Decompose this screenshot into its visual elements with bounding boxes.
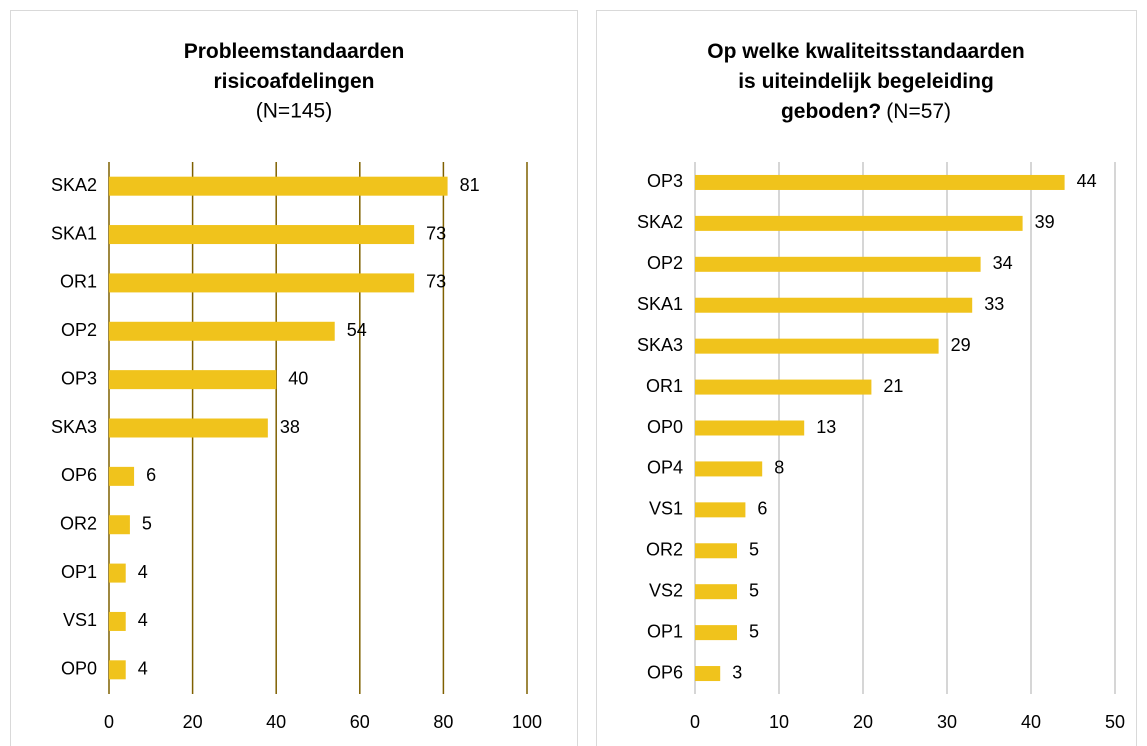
y-tick-label: VS1	[63, 610, 97, 630]
value-label: 38	[280, 417, 300, 437]
value-label: 21	[883, 376, 903, 396]
y-tick-label: VS2	[649, 580, 683, 600]
value-label: 73	[426, 272, 446, 292]
value-label: 5	[749, 621, 759, 641]
value-label: 54	[347, 320, 367, 340]
x-tick-label: 40	[1021, 712, 1041, 732]
value-label: 4	[138, 659, 148, 679]
value-label: 39	[1035, 212, 1055, 232]
y-tick-label: OP0	[647, 417, 683, 437]
x-tick-label: 50	[1105, 712, 1125, 732]
y-tick-label: OP2	[647, 253, 683, 273]
y-tick-label: SKA1	[637, 294, 683, 314]
x-tick-label: 20	[183, 712, 203, 732]
y-tick-label: VS1	[649, 499, 683, 519]
y-tick-label: OP2	[61, 320, 97, 340]
x-tick-label: 0	[104, 712, 114, 732]
bar	[109, 418, 268, 438]
value-label: 34	[993, 253, 1013, 273]
bar	[109, 273, 415, 293]
bar	[695, 502, 746, 518]
y-tick-label: SKA3	[51, 417, 97, 437]
x-tick-label: 0	[690, 712, 700, 732]
value-label: 5	[749, 580, 759, 600]
chart-title: is uiteindelijk begeleiding	[738, 70, 994, 93]
bar	[695, 338, 939, 354]
bar	[109, 611, 126, 631]
y-tick-label: OR1	[60, 272, 97, 292]
value-label: 6	[757, 499, 767, 519]
value-label: 8	[774, 458, 784, 478]
y-tick-label: OP1	[647, 621, 683, 641]
y-tick-label: OR2	[60, 513, 97, 533]
chart-title-line: Probleemstandaarden	[184, 40, 405, 63]
x-tick-label: 40	[266, 712, 286, 732]
y-tick-label: SKA1	[51, 223, 97, 243]
chart-title: geboden? (N=57)	[781, 100, 951, 123]
x-tick-label: 20	[853, 712, 873, 732]
chart-subtitle: (N=57)	[886, 100, 951, 123]
chart-title: Probleemstandaarden	[184, 40, 405, 63]
bar	[695, 584, 737, 600]
bar	[695, 543, 737, 559]
value-label: 33	[984, 294, 1004, 314]
value-label: 4	[138, 562, 148, 582]
value-label: 5	[749, 540, 759, 560]
chart-title: Op welke kwaliteitsstandaarden	[707, 40, 1024, 63]
y-tick-label: OP6	[61, 465, 97, 485]
x-tick-label: 60	[350, 712, 370, 732]
value-label: 40	[288, 368, 308, 388]
panel-border	[10, 10, 578, 746]
bar	[695, 420, 805, 436]
chart-title-line: is uiteindelijk begeleiding	[738, 70, 994, 93]
y-tick-label: OP1	[61, 562, 97, 582]
panel-border	[596, 10, 1137, 746]
y-tick-label: SKA3	[637, 335, 683, 355]
chart-title-line: Op welke kwaliteitsstandaarden	[707, 40, 1024, 63]
x-tick-label: 100	[512, 712, 542, 732]
bar	[109, 563, 126, 583]
y-tick-label: OP3	[61, 368, 97, 388]
value-label: 6	[146, 465, 156, 485]
bar	[109, 176, 448, 196]
bar	[695, 297, 973, 313]
value-label: 5	[142, 513, 152, 533]
value-label: 4	[138, 610, 148, 630]
y-tick-label: OP4	[647, 458, 683, 478]
bar	[695, 215, 1023, 231]
bar	[695, 461, 763, 477]
y-tick-label: OP0	[61, 659, 97, 679]
x-tick-label: 80	[433, 712, 453, 732]
y-tick-label: SKA2	[637, 212, 683, 232]
value-label: 3	[732, 662, 742, 682]
y-tick-label: SKA2	[51, 175, 97, 195]
bar	[695, 379, 872, 395]
value-label: 29	[951, 335, 971, 355]
x-tick-label: 10	[769, 712, 789, 732]
y-tick-label: OR1	[646, 376, 683, 396]
value-label: 44	[1077, 171, 1097, 191]
y-tick-label: OP3	[647, 171, 683, 191]
bar	[109, 370, 277, 390]
chart-title: risicoafdelingen	[213, 70, 374, 93]
bar	[109, 225, 415, 245]
value-label: 13	[816, 417, 836, 437]
bar	[695, 174, 1065, 190]
bar	[109, 321, 335, 341]
bar	[695, 625, 737, 641]
bar	[695, 666, 721, 682]
x-tick-label: 30	[937, 712, 957, 732]
y-tick-label: OP6	[647, 662, 683, 682]
bar	[109, 515, 130, 535]
y-tick-label: OR2	[646, 540, 683, 560]
value-label: 81	[460, 175, 480, 195]
chart-subtitle: (N=145)	[256, 100, 332, 123]
chart-title-line: geboden?	[781, 100, 881, 123]
bar	[695, 256, 981, 272]
bar	[109, 466, 135, 486]
value-label: 73	[426, 223, 446, 243]
bar	[109, 660, 126, 680]
chart-title-line: risicoafdelingen	[213, 70, 374, 93]
